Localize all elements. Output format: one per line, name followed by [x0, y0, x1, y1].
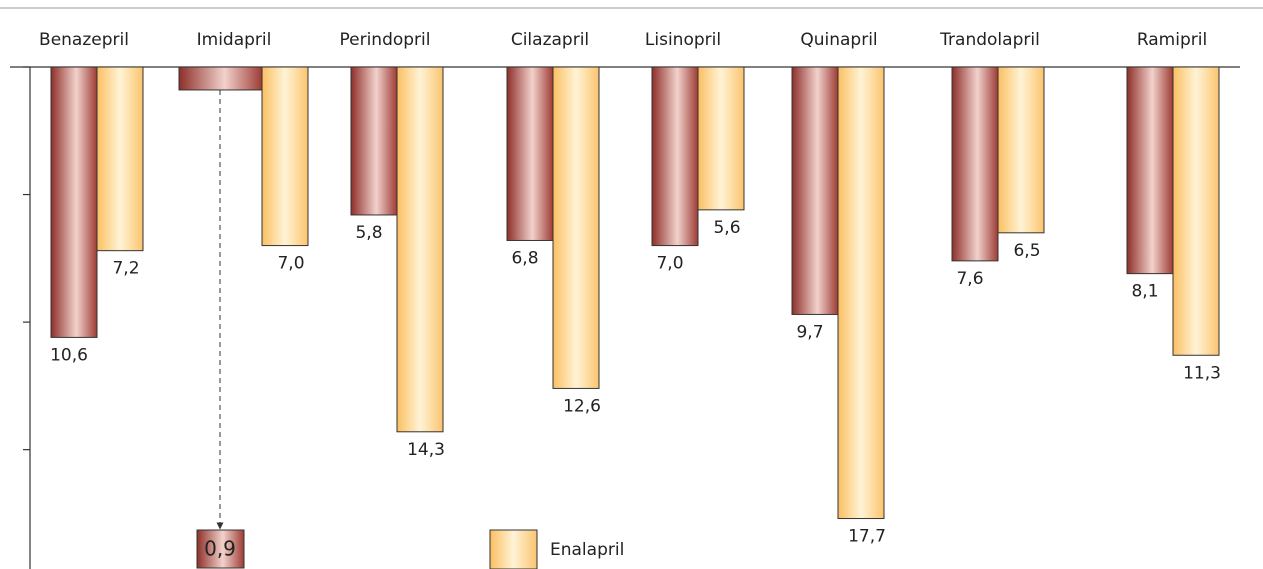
value-label: 9,7 — [796, 322, 823, 342]
category-label: Lisinopril — [645, 30, 721, 50]
category-label: Perindopril — [339, 30, 430, 50]
value-label: 8,1 — [1131, 282, 1158, 302]
value-label: 7,0 — [277, 254, 304, 274]
category-label: Benazepril — [39, 30, 129, 50]
bar — [396, 66, 444, 433]
category-label: Quinapril — [800, 30, 877, 50]
value-label: 11,3 — [1183, 363, 1221, 383]
value-label: 12,6 — [563, 396, 601, 416]
bar — [1126, 66, 1174, 275]
category-label: Cilazapril — [511, 30, 589, 50]
bar — [1172, 66, 1220, 356]
value-label: 10,6 — [50, 345, 88, 365]
callout-box — [196, 529, 245, 569]
bar — [791, 66, 839, 315]
bar — [651, 66, 699, 247]
bar — [178, 66, 263, 91]
bar — [96, 66, 144, 252]
bar — [50, 66, 98, 338]
legend-swatch — [489, 529, 538, 569]
value-label: 6,8 — [511, 248, 538, 268]
category-label: Trandolapril — [939, 30, 1040, 50]
bar — [506, 66, 554, 241]
value-label: 17,7 — [848, 527, 886, 547]
value-label: 7,0 — [656, 254, 683, 274]
bar — [261, 66, 309, 247]
value-label: 5,6 — [713, 218, 740, 238]
bar — [951, 66, 999, 262]
value-label: 0,9 — [204, 537, 236, 561]
category-label: Imidapril — [197, 30, 272, 50]
bar — [350, 66, 398, 216]
category-label: Ramipril — [1137, 30, 1207, 50]
bar — [697, 66, 745, 211]
bar — [552, 66, 600, 389]
value-label: 5,8 — [355, 223, 382, 243]
bar — [837, 66, 885, 520]
value-label: 6,5 — [1013, 241, 1040, 261]
value-label: 14,3 — [407, 440, 445, 460]
bar — [997, 66, 1045, 234]
value-label: 7,2 — [112, 259, 139, 279]
value-label: 7,6 — [956, 269, 983, 289]
legend-label: Enalapril — [550, 540, 624, 560]
